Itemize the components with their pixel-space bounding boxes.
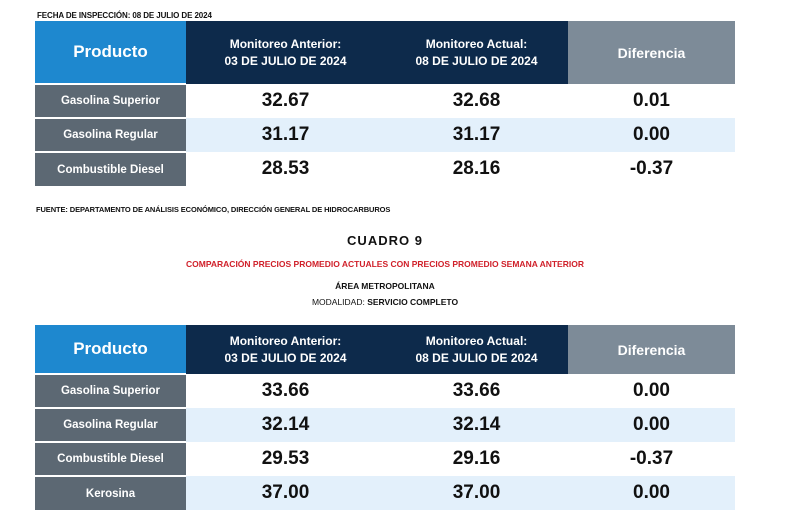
- product-name: Gasolina Superior: [35, 373, 186, 408]
- table-row: Combustible Diesel 28.53 28.16 -0.37: [35, 151, 735, 186]
- inspection-date: FECHA DE INSPECCIÓN: 08 DE JULIO DE 2024: [37, 11, 212, 20]
- price-difference: 0.00: [568, 374, 735, 408]
- current-price: 29.16: [385, 442, 568, 476]
- previous-price: 33.66: [186, 374, 385, 408]
- cuadro-subtitle: COMPARACIÓN PRECIOS PROMEDIO ACTUALES CO…: [186, 259, 584, 269]
- product-name: Gasolina Superior: [35, 83, 186, 118]
- table-row: Combustible Diesel 29.53 29.16 -0.37: [35, 441, 735, 476]
- price-table-2: Producto Monitoreo Anterior: 03 DE JULIO …: [35, 325, 735, 510]
- table-row: Gasolina Regular 31.17 31.17 0.00: [35, 117, 735, 152]
- product-name: Gasolina Regular: [35, 117, 186, 152]
- current-price: 37.00: [385, 476, 568, 510]
- modality-value: SERVICIO COMPLETO: [367, 297, 459, 307]
- table-row: Gasolina Superior 33.66 33.66 0.00: [35, 373, 735, 408]
- previous-price: 29.53: [186, 442, 385, 476]
- product-name: Kerosina: [35, 475, 186, 510]
- table-row: Gasolina Regular 32.14 32.14 0.00: [35, 407, 735, 442]
- previous-price: 28.53: [186, 152, 385, 186]
- header-previous: Monitoreo Anterior: 03 DE JULIO DE 2024: [186, 21, 385, 84]
- header-product: Producto: [35, 21, 186, 84]
- product-name: Combustible Diesel: [35, 151, 186, 186]
- table-row: Gasolina Superior 32.67 32.68 0.01: [35, 83, 735, 118]
- table-row: Kerosina 37.00 37.00 0.00: [35, 475, 735, 510]
- price-difference: -0.37: [568, 152, 735, 186]
- header-current: Monitoreo Actual: 08 DE JULIO DE 2024: [385, 325, 568, 374]
- current-price: 33.66: [385, 374, 568, 408]
- price-difference: 0.00: [568, 118, 735, 152]
- current-price: 32.14: [385, 408, 568, 442]
- cuadro-title: CUADRO 9: [347, 233, 423, 248]
- modality-label: MODALIDAD:: [311, 297, 365, 307]
- price-difference: 0.00: [568, 408, 735, 442]
- area-label: ÁREA METROPOLITANA: [335, 281, 435, 291]
- header-current: Monitoreo Actual: 08 DE JULIO DE 2024: [385, 21, 568, 84]
- previous-price: 37.00: [186, 476, 385, 510]
- table-header: Producto Monitoreo Anterior: 03 DE JULIO …: [35, 21, 735, 84]
- source-note: FUENTE: DEPARTAMENTO DE ANÁLISIS ECONÓMI…: [36, 205, 391, 214]
- previous-price: 31.17: [186, 118, 385, 152]
- current-price: 28.16: [385, 152, 568, 186]
- current-price: 32.68: [385, 84, 568, 118]
- previous-price: 32.67: [186, 84, 385, 118]
- product-name: Gasolina Regular: [35, 407, 186, 442]
- modality-line: MODALIDAD: SERVICIO COMPLETO: [0, 297, 770, 307]
- header-difference: Diferencia: [568, 325, 735, 374]
- table-header: Producto Monitoreo Anterior: 03 DE JULIO …: [35, 325, 735, 374]
- price-table-1: Producto Monitoreo Anterior: 03 DE JULIO …: [35, 21, 735, 186]
- product-name: Combustible Diesel: [35, 441, 186, 476]
- price-difference: 0.01: [568, 84, 735, 118]
- current-price: 31.17: [385, 118, 568, 152]
- price-difference: -0.37: [568, 442, 735, 476]
- header-difference: Diferencia: [568, 21, 735, 84]
- previous-price: 32.14: [186, 408, 385, 442]
- price-difference: 0.00: [568, 476, 735, 510]
- header-previous: Monitoreo Anterior: 03 DE JULIO DE 2024: [186, 325, 385, 374]
- header-product: Producto: [35, 325, 186, 374]
